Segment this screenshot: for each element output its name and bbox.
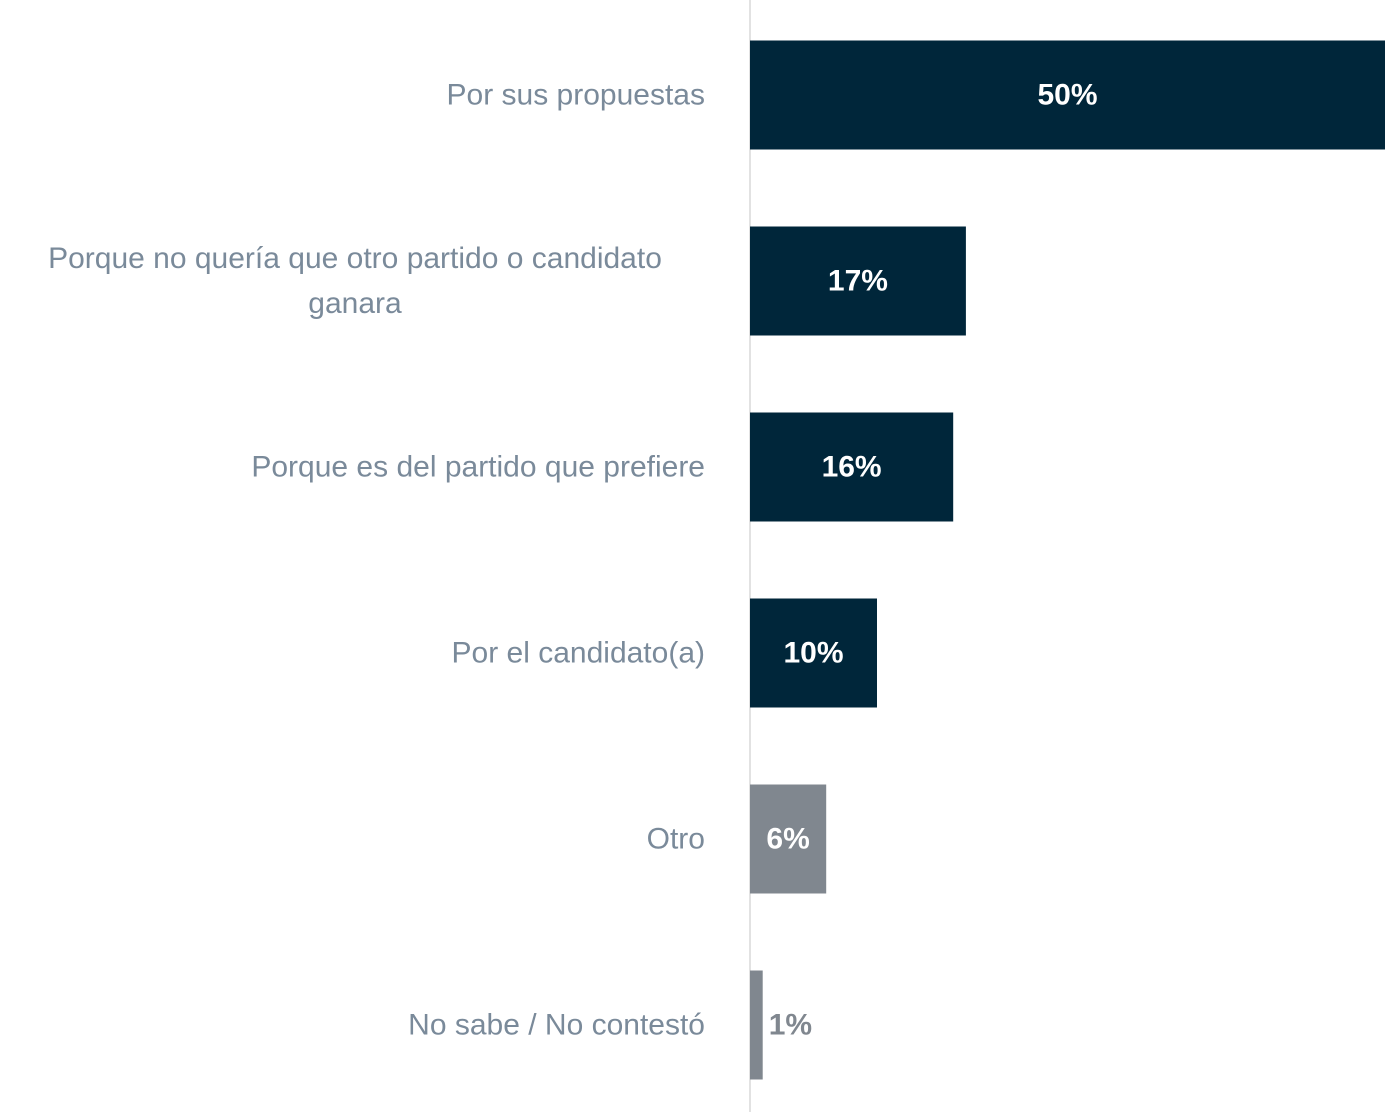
bar [750, 412, 954, 522]
bar [750, 40, 1385, 150]
category-label: Porque es del partido que prefiere [251, 450, 705, 484]
bar [750, 970, 763, 1080]
bar [750, 226, 966, 336]
category-label: Por sus propuestas [446, 78, 705, 112]
category-label: Por el candidato(a) [451, 636, 705, 670]
data-label: 16% [822, 451, 882, 484]
data-label: 1% [769, 1009, 812, 1042]
category-label: Porque no quería que otro partido o cand… [48, 242, 662, 320]
category-label: Otro [646, 822, 705, 856]
bar [750, 598, 877, 708]
data-label: 6% [766, 823, 809, 856]
category-label: No sabe / No contestó [408, 1008, 705, 1042]
bar [750, 784, 827, 894]
data-label: 50% [1037, 79, 1097, 112]
data-label: 10% [783, 637, 843, 670]
data-label: 17% [828, 265, 888, 298]
